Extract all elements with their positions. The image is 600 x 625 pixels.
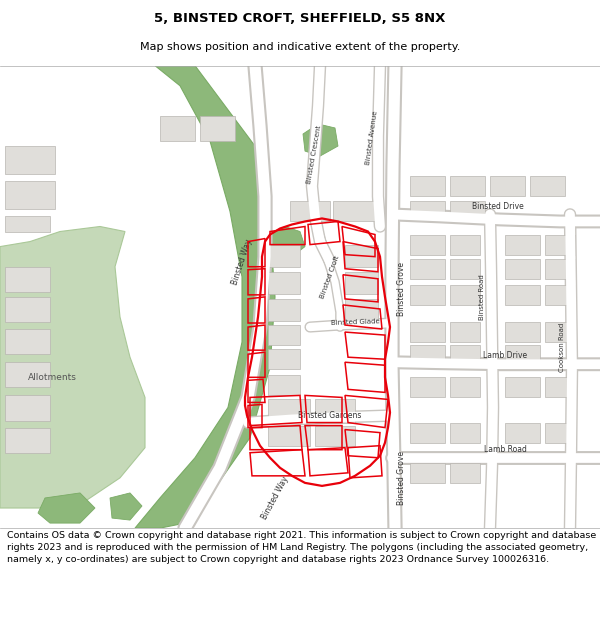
- Polygon shape: [505, 285, 540, 305]
- Polygon shape: [200, 116, 235, 141]
- Polygon shape: [530, 176, 565, 196]
- Polygon shape: [268, 325, 300, 345]
- Polygon shape: [450, 422, 480, 442]
- Text: Map shows position and indicative extent of the property.: Map shows position and indicative extent…: [140, 42, 460, 52]
- Polygon shape: [5, 428, 50, 452]
- Polygon shape: [450, 345, 480, 362]
- Polygon shape: [505, 234, 540, 254]
- Polygon shape: [290, 201, 330, 221]
- Polygon shape: [345, 299, 378, 321]
- Polygon shape: [345, 244, 378, 267]
- Polygon shape: [545, 322, 575, 342]
- Text: Binsted Grove: Binsted Grove: [398, 262, 407, 316]
- Polygon shape: [268, 375, 300, 396]
- Polygon shape: [5, 216, 50, 231]
- Text: Binsted Gardens: Binsted Gardens: [298, 411, 362, 420]
- Polygon shape: [545, 378, 575, 398]
- Text: Binsted Way: Binsted Way: [260, 475, 290, 521]
- Polygon shape: [5, 146, 55, 174]
- Polygon shape: [450, 285, 480, 305]
- Polygon shape: [268, 426, 310, 446]
- Text: 5, BINSTED CROFT, SHEFFIELD, S5 8NX: 5, BINSTED CROFT, SHEFFIELD, S5 8NX: [154, 12, 446, 25]
- Polygon shape: [268, 272, 300, 294]
- Text: Lamb Drive: Lamb Drive: [483, 351, 527, 360]
- Polygon shape: [268, 244, 300, 267]
- Polygon shape: [315, 399, 355, 422]
- Polygon shape: [303, 124, 338, 156]
- Polygon shape: [410, 234, 445, 254]
- Polygon shape: [545, 259, 575, 279]
- Polygon shape: [410, 285, 445, 305]
- Text: Binsted Road: Binsted Road: [479, 274, 485, 320]
- Polygon shape: [490, 176, 525, 196]
- Polygon shape: [505, 422, 540, 442]
- Text: Binsted Crescent: Binsted Crescent: [306, 124, 322, 184]
- Polygon shape: [505, 345, 540, 362]
- Polygon shape: [450, 176, 485, 196]
- Polygon shape: [333, 201, 375, 221]
- Polygon shape: [5, 362, 50, 388]
- Polygon shape: [450, 234, 480, 254]
- Polygon shape: [5, 396, 50, 421]
- Text: Binsted Glade: Binsted Glade: [331, 318, 379, 326]
- Polygon shape: [270, 226, 305, 257]
- Polygon shape: [135, 66, 275, 528]
- Polygon shape: [410, 201, 445, 214]
- Polygon shape: [410, 378, 445, 398]
- Polygon shape: [345, 272, 378, 294]
- Text: Binsted Grove: Binsted Grove: [398, 451, 407, 505]
- Polygon shape: [110, 493, 142, 520]
- Polygon shape: [545, 285, 575, 305]
- Polygon shape: [410, 462, 445, 483]
- Polygon shape: [450, 322, 480, 342]
- Text: Binsted Avenue: Binsted Avenue: [365, 111, 379, 166]
- Polygon shape: [5, 297, 50, 322]
- Polygon shape: [410, 259, 445, 279]
- Polygon shape: [450, 378, 480, 398]
- Polygon shape: [450, 462, 480, 483]
- Polygon shape: [410, 422, 445, 442]
- Polygon shape: [5, 181, 55, 209]
- Polygon shape: [545, 422, 575, 442]
- Polygon shape: [268, 349, 300, 369]
- Text: Cookson Road: Cookson Road: [559, 322, 565, 372]
- Polygon shape: [505, 378, 540, 398]
- Polygon shape: [410, 176, 445, 196]
- Polygon shape: [450, 201, 485, 214]
- Polygon shape: [450, 259, 480, 279]
- Polygon shape: [505, 322, 540, 342]
- Polygon shape: [0, 226, 145, 508]
- Text: Binsted Way: Binsted Way: [230, 238, 254, 286]
- Polygon shape: [160, 116, 195, 141]
- Polygon shape: [38, 493, 95, 523]
- Polygon shape: [545, 234, 575, 254]
- Polygon shape: [315, 426, 355, 446]
- Text: Allotments: Allotments: [28, 372, 76, 382]
- Polygon shape: [5, 267, 50, 292]
- Polygon shape: [268, 299, 300, 321]
- Text: Binsted Croft: Binsted Croft: [319, 254, 341, 299]
- Polygon shape: [410, 322, 445, 342]
- Polygon shape: [5, 329, 50, 354]
- Text: Contains OS data © Crown copyright and database right 2021. This information is : Contains OS data © Crown copyright and d…: [7, 531, 596, 564]
- Polygon shape: [410, 345, 445, 362]
- Text: Binsted Drive: Binsted Drive: [472, 202, 524, 211]
- Text: Lamb Road: Lamb Road: [484, 445, 526, 454]
- Polygon shape: [505, 259, 540, 279]
- Polygon shape: [268, 399, 310, 422]
